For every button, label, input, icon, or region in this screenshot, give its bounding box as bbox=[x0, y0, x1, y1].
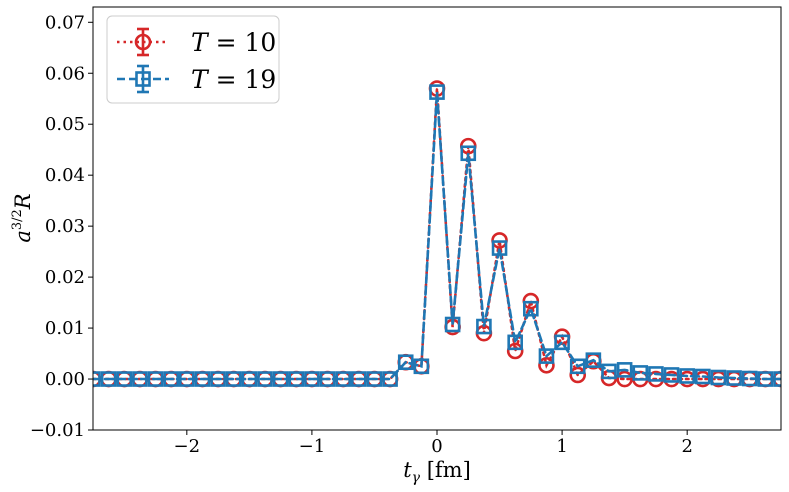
data-point bbox=[93, 371, 101, 387]
data-point bbox=[663, 367, 680, 383]
x-tick-label: −1 bbox=[299, 436, 326, 457]
data-point bbox=[413, 358, 430, 375]
data-point bbox=[179, 371, 195, 387]
data-point bbox=[616, 362, 633, 378]
y-axis: −0.01 0.00 0.01 0.02 0.03 0.04 0.05 0.06 0.07 bbox=[30, 12, 93, 441]
data-point bbox=[569, 366, 587, 384]
data-point bbox=[773, 371, 781, 387]
data-point bbox=[632, 365, 649, 381]
data-point bbox=[132, 371, 148, 387]
data-point bbox=[429, 84, 445, 100]
series-1 bbox=[93, 84, 781, 387]
data-point bbox=[116, 371, 133, 387]
data-point bbox=[491, 240, 508, 256]
data-point bbox=[272, 371, 289, 387]
data-point bbox=[710, 369, 727, 386]
y-tick-label: 0.02 bbox=[45, 267, 85, 288]
x-tick-label: −2 bbox=[174, 436, 201, 457]
legend-label-var: T bbox=[191, 28, 210, 57]
data-point bbox=[538, 356, 555, 374]
data-point bbox=[351, 371, 367, 387]
data-point bbox=[382, 371, 398, 387]
y-tick-label: 0.06 bbox=[45, 63, 85, 84]
data-point bbox=[648, 366, 664, 382]
data-point bbox=[476, 318, 492, 335]
data-point bbox=[319, 371, 336, 387]
x-axis-label: tγ [fm] bbox=[403, 458, 471, 486]
data-point bbox=[506, 342, 524, 360]
data-point bbox=[741, 370, 758, 387]
data-point bbox=[257, 371, 273, 387]
data-point bbox=[460, 145, 477, 162]
data-point bbox=[100, 371, 117, 387]
data-point bbox=[444, 316, 461, 333]
data-point bbox=[210, 371, 226, 387]
data-point bbox=[225, 371, 242, 387]
data-point bbox=[695, 368, 711, 385]
x-tick-label: 2 bbox=[681, 436, 692, 457]
y-axis-label: a3/2R bbox=[10, 193, 35, 242]
data-point bbox=[554, 334, 570, 351]
data-point bbox=[366, 371, 383, 387]
data-point bbox=[147, 371, 164, 387]
y-tick-label: 0.00 bbox=[45, 369, 85, 390]
data-point bbox=[241, 371, 258, 387]
data-point bbox=[679, 368, 695, 384]
data-point bbox=[304, 371, 320, 387]
legend: T = 10T = 19 bbox=[106, 15, 280, 104]
y-tick-label: 0.04 bbox=[45, 165, 85, 186]
data-point bbox=[163, 371, 179, 387]
y-tick-label: −0.01 bbox=[30, 420, 85, 441]
legend-marker bbox=[135, 71, 151, 87]
legend-label-value: = 10 bbox=[208, 28, 277, 57]
data-point bbox=[757, 371, 774, 387]
data-point bbox=[726, 370, 742, 386]
data-point bbox=[194, 371, 211, 387]
legend-label: T = 19 bbox=[191, 65, 276, 94]
y-tick-label: 0.01 bbox=[45, 318, 85, 339]
data-point bbox=[397, 354, 414, 371]
x-tick-label: 1 bbox=[556, 436, 567, 457]
data-point bbox=[616, 370, 633, 388]
legend-label: T = 10 bbox=[191, 28, 276, 57]
legend-label-value: = 19 bbox=[208, 65, 277, 94]
data-point bbox=[538, 348, 555, 364]
series-layer bbox=[93, 80, 781, 388]
data-point bbox=[569, 358, 586, 375]
data-point bbox=[601, 363, 617, 380]
y-tick-label: 0.07 bbox=[45, 12, 85, 33]
data-point bbox=[523, 300, 539, 317]
legend-label-var: T bbox=[191, 65, 210, 94]
data-point bbox=[288, 371, 305, 387]
data-point bbox=[335, 371, 351, 387]
data-point bbox=[507, 334, 523, 351]
legend-marker bbox=[134, 33, 152, 51]
y-tick-label: 0.03 bbox=[45, 216, 85, 237]
y-tick-label: 0.05 bbox=[45, 114, 85, 135]
x-tick-label: 0 bbox=[431, 436, 442, 457]
data-point bbox=[585, 352, 602, 368]
x-axis: −2 −1 0 1 2 bbox=[174, 430, 693, 457]
